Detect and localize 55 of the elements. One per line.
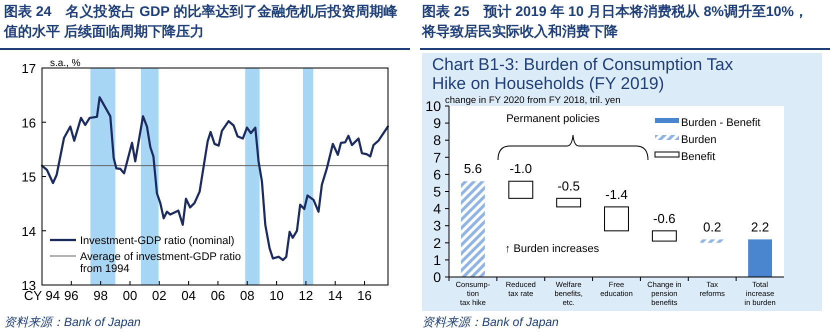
legend-label: Burden - Benefit <box>681 117 760 129</box>
y-tick-label: 9 <box>433 115 442 132</box>
bar <box>748 239 772 277</box>
y-tick-label: 8 <box>433 132 442 148</box>
legend-label: Burden <box>681 134 716 146</box>
data-label: 5.6 <box>464 161 482 176</box>
y-tick-label: 17 <box>22 61 36 76</box>
line-series <box>40 96 389 262</box>
bar <box>700 239 724 243</box>
y-tick-label: 5 <box>433 184 442 200</box>
y-tick-label: 10 <box>425 98 442 114</box>
data-label: 0.2 <box>703 219 722 234</box>
y-axis-title: s.a., % <box>50 58 81 69</box>
x-tick-label: 96 <box>64 288 79 303</box>
text: 资料来源：Bank of Japan <box>422 315 560 329</box>
bar <box>460 181 485 277</box>
legend-label: Benefit <box>681 151 716 163</box>
y-tick-label: 16 <box>22 115 36 130</box>
y-tick-label: 7 <box>433 149 442 166</box>
bar <box>652 230 677 242</box>
y-tick-label: 2 <box>433 234 442 251</box>
annotation: Permanent policies <box>506 113 600 125</box>
data-label: -1.0 <box>510 161 532 176</box>
x-tick-label: 04 <box>181 288 196 303</box>
legend-label: Average of investment-GDP ratio from 1994 <box>80 251 242 275</box>
chart-title: 图表 25 预计 2019 年 10 月日本将消费税从 8%调升至10%，将导致居民实际收入和消费下降 <box>421 3 808 39</box>
y-axis-title: change in FY 2020 from FY 2018, tril. yen <box>445 95 620 106</box>
y-tick-label: 3 <box>433 218 442 234</box>
data-label: 2.2 <box>751 219 770 234</box>
x-tick-label: 98 <box>93 288 108 303</box>
y-tick-label: 6 <box>433 166 442 182</box>
x-tick-label: 00 <box>122 288 138 303</box>
annotation: ↑ Burden increases <box>505 243 600 255</box>
y-tick-label: 0 <box>433 269 442 285</box>
y-tick-label: 14 <box>22 224 36 239</box>
text: 资料来源：Bank of Japan <box>4 315 142 329</box>
bar <box>604 206 629 232</box>
x-tick-label: 08 <box>240 288 254 303</box>
x-tick-label: 02 <box>152 288 167 303</box>
bar <box>556 198 582 208</box>
legend-label: Investment-GDP ratio (nominal) <box>80 235 234 247</box>
bar <box>508 180 534 199</box>
x-tick-label: 14 <box>328 288 342 303</box>
data-label: -1.4 <box>605 186 628 202</box>
x-tick-label: 12 <box>298 288 314 303</box>
y-tick-label: 4 <box>433 200 442 217</box>
x-tick-label: 16 <box>357 288 372 303</box>
chart-title: 图表 24 名义投资占 GDP 的比率达到了金融危机后投资周期峰值的水平 后续面临周期下降压力 <box>3 3 398 39</box>
chart-subtitle: Chart B1-3: Burden of Consumption Tax Hike on Households (FY 2019) <box>432 55 734 93</box>
x-tick-label: 06 <box>210 288 226 303</box>
data-label: -0.5 <box>557 178 580 194</box>
y-tick-label: 15 <box>22 170 36 184</box>
data-label: -0.6 <box>653 210 676 226</box>
y-tick-label: 1 <box>433 252 442 268</box>
x-tick-label: 10 <box>269 288 284 303</box>
